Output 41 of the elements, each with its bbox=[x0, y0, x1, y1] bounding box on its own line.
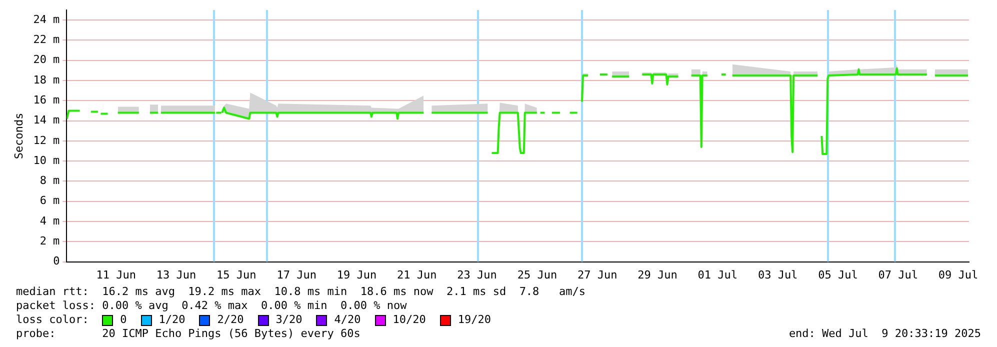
x-tick-label: 25 Jun bbox=[517, 268, 558, 282]
text: packet loss: 0.00 % avg 0.42 % max 0.00 % min 0.00 % now bbox=[16, 299, 408, 313]
legend-label: 10/20 bbox=[392, 313, 426, 327]
legend-title: loss color: bbox=[16, 313, 90, 327]
legend-label: 2/20 bbox=[217, 313, 244, 327]
y-tick-label: 14 m bbox=[33, 114, 60, 127]
x-tick-label: 09 Jul bbox=[938, 268, 978, 282]
x-tick-label: 11 Jun bbox=[96, 268, 136, 282]
y-tick-label: 22 m bbox=[33, 33, 60, 46]
x-tick-label: 13 Jun bbox=[156, 268, 196, 282]
y-tick-label: 24 m bbox=[33, 12, 60, 26]
y-tick-label: 8 m bbox=[40, 174, 60, 188]
y-tick-label: 0 bbox=[53, 254, 60, 268]
y-tick-label: 4 m bbox=[40, 214, 60, 228]
legend-label: 0 bbox=[120, 313, 127, 327]
x-tick-label: 03 Jul bbox=[758, 268, 798, 282]
y-tick-label: 20 m bbox=[33, 53, 60, 66]
legend-label: 4/20 bbox=[334, 313, 361, 327]
x-tick-label: 07 Jul bbox=[878, 268, 918, 282]
legend-label: 1/20 bbox=[158, 313, 186, 327]
y-axis-title: Seconds bbox=[12, 112, 26, 160]
x-tick-label: 01 Jul bbox=[698, 268, 738, 282]
legend-label: 3/20 bbox=[276, 313, 302, 327]
y-tick-label: 18 m bbox=[33, 73, 60, 86]
legend-label: 19/20 bbox=[458, 313, 491, 327]
x-tick-label: 17 Jun bbox=[276, 268, 316, 282]
y-tick-label: 6 m bbox=[40, 194, 60, 208]
x-tick-label: 27 Jun bbox=[577, 268, 618, 282]
y-tick-label: 16 m bbox=[33, 94, 60, 107]
x-tick-label: 19 Jun bbox=[336, 268, 377, 282]
text: end: Wed Jul 9 20:33:19 2025 bbox=[788, 327, 981, 341]
text: probe: 20 ICMP Echo Pings (56 Bytes) every 60s bbox=[16, 327, 360, 341]
y-tick-label: 12 m bbox=[33, 134, 60, 147]
x-tick-label: 05 Jul bbox=[818, 268, 858, 282]
x-tick-label: 29 Jun bbox=[638, 268, 678, 282]
x-tick-label: 21 Jun bbox=[397, 268, 437, 282]
x-tick-label: 23 Jun bbox=[457, 268, 497, 282]
x-tick-label: 15 Jun bbox=[216, 268, 256, 282]
y-tick-label: 2 m bbox=[40, 234, 60, 248]
text: median rtt: 16.2 ms avg 19.2 ms max 10.8 ms min 18.6 ms now 2.1 ms sd 7.8 am/s bbox=[16, 285, 587, 299]
y-tick-label: 10 m bbox=[33, 154, 60, 167]
